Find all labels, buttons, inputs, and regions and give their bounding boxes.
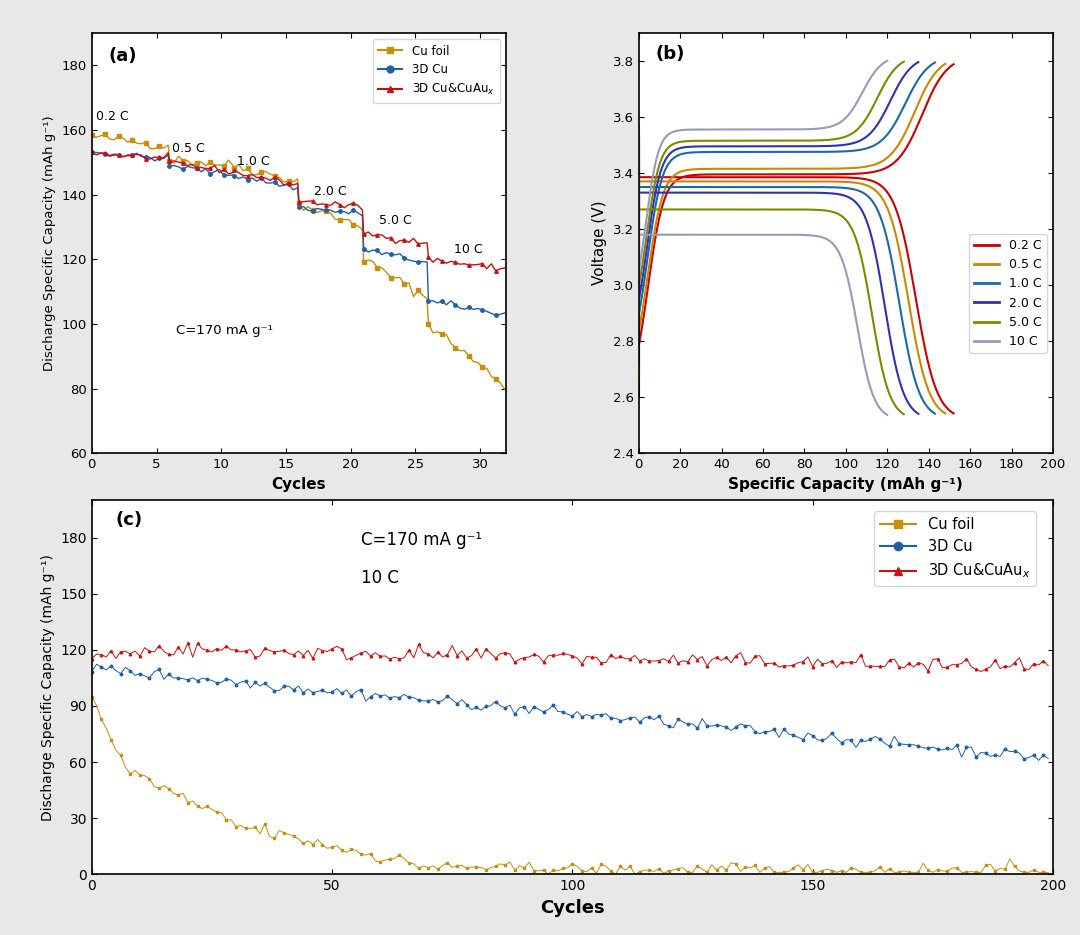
Text: 0.5 C: 0.5 C [172, 142, 205, 155]
Text: 1.0 C: 1.0 C [237, 155, 269, 168]
Text: 0.2 C: 0.2 C [96, 110, 129, 123]
Text: (a): (a) [108, 48, 137, 65]
Y-axis label: Voltage (V): Voltage (V) [592, 201, 607, 285]
Text: 5.0 C: 5.0 C [379, 214, 411, 226]
Y-axis label: Discharge Specific Capacity (mAh g⁻¹): Discharge Specific Capacity (mAh g⁻¹) [41, 554, 55, 821]
Legend: Cu foil, 3D Cu, 3D Cu&CuAu$_x$: Cu foil, 3D Cu, 3D Cu&CuAu$_x$ [373, 38, 500, 104]
Text: 10 C: 10 C [361, 568, 399, 586]
Text: C=170 mA g⁻¹: C=170 mA g⁻¹ [361, 531, 482, 549]
Y-axis label: Discharge Specific Capacity (mAh g⁻¹): Discharge Specific Capacity (mAh g⁻¹) [43, 115, 56, 371]
Text: 10 C: 10 C [455, 243, 483, 256]
Legend: 0.2 C, 0.5 C, 1.0 C, 2.0 C, 5.0 C, 10 C: 0.2 C, 0.5 C, 1.0 C, 2.0 C, 5.0 C, 10 C [969, 234, 1047, 353]
Text: (c): (c) [116, 511, 143, 529]
Text: C=170 mA g⁻¹: C=170 mA g⁻¹ [176, 324, 273, 337]
Text: 2.0 C: 2.0 C [314, 184, 347, 197]
Legend: Cu foil, 3D Cu, 3D Cu&CuAu$_x$: Cu foil, 3D Cu, 3D Cu&CuAu$_x$ [874, 511, 1036, 586]
Text: (b): (b) [656, 46, 685, 64]
X-axis label: Cycles: Cycles [540, 899, 605, 916]
X-axis label: Specific Capacity (mAh g⁻¹): Specific Capacity (mAh g⁻¹) [729, 477, 963, 492]
X-axis label: Cycles: Cycles [272, 477, 326, 492]
